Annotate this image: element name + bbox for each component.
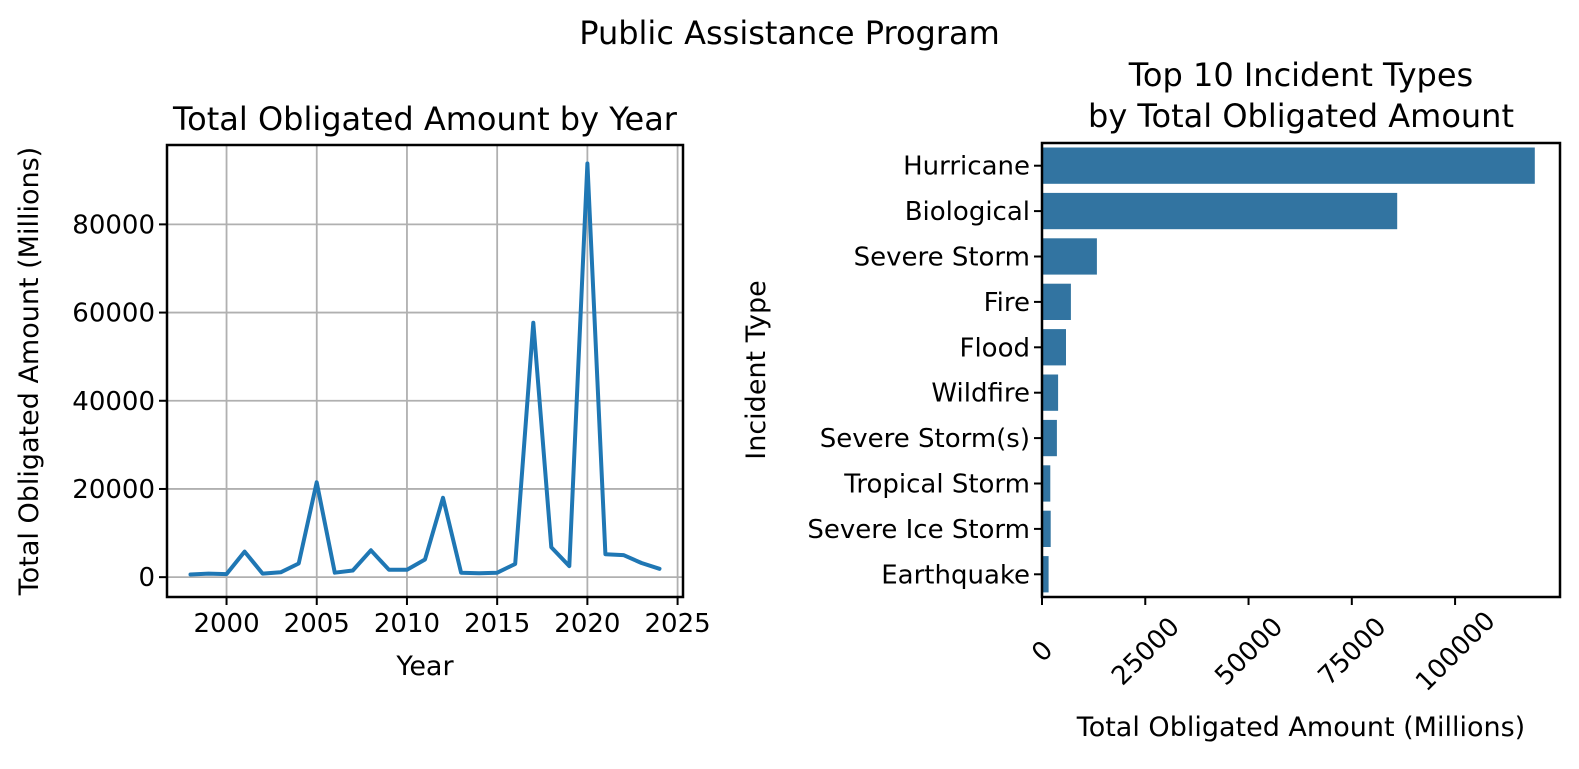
bar-severe-storm [1042, 238, 1097, 275]
obligated-amount-trend-line [188, 161, 662, 577]
x-axis-label: Year [395, 651, 454, 682]
y-axis-label: Total Obligated Amount (Millions) [14, 147, 45, 596]
x-tick-label: 2025 [645, 609, 711, 639]
category-label: Earthquake [881, 560, 1030, 590]
bar-chart-title-line1: Top 10 Incident Types [1128, 56, 1473, 94]
category-label: Fire [984, 288, 1030, 318]
x-tick-label: 2000 [193, 609, 259, 639]
x-tick-label: 2020 [554, 609, 620, 639]
category-label: Tropical Storm [843, 470, 1030, 500]
x-tick-label: 25000 [1106, 612, 1186, 692]
bar-flood [1042, 329, 1066, 366]
bar-wildfire [1042, 374, 1059, 411]
bar-severe-storm-s- [1042, 419, 1057, 457]
bar-fire [1042, 283, 1071, 320]
figure-suptitle: Public Assistance Program [579, 14, 1000, 52]
bar-chart-top-incident-types: Hurricane Biological Severe Storm Fire Flood… [741, 56, 1562, 743]
x-tick-label: 100000 [1410, 606, 1501, 697]
y-axis-label: Incident Type [741, 280, 772, 459]
bar-biological [1042, 192, 1398, 230]
bar-tropical-storm [1042, 465, 1051, 502]
x-tick-label: 75000 [1313, 612, 1393, 692]
category-label: Severe Storm [854, 243, 1030, 273]
y-tick-label: 80000 [72, 210, 155, 240]
category-label: Hurricane [903, 152, 1030, 182]
bar-earthquake [1042, 556, 1049, 593]
y-tick-label: 20000 [72, 475, 155, 505]
category-label: Flood [960, 333, 1031, 363]
x-tick-label: 50000 [1209, 612, 1289, 692]
line-chart-total-obligated-by-year: 2000 2005 2010 2015 2020 2025 0 20000 40000 60000… [14, 100, 711, 682]
bar-chart-title-line2: by Total Obligated Amount [1088, 97, 1514, 135]
y-tick-label: 40000 [72, 387, 155, 417]
x-tick-label: 0 [1026, 635, 1059, 668]
x-tick-label: 2015 [464, 609, 530, 639]
axes-frame [165, 143, 685, 599]
bar-severe-ice-storm [1042, 510, 1051, 547]
y-tick-label: 60000 [72, 299, 155, 329]
category-label: Severe Storm(s) [820, 424, 1030, 454]
x-tick-label: 2010 [374, 609, 440, 639]
bar-hurricane [1042, 147, 1535, 184]
y-tick-label: 0 [138, 563, 155, 593]
line-chart-title: Total Obligated Amount by Year [172, 100, 678, 138]
category-label: Biological [905, 197, 1030, 227]
category-label: Wildfire [931, 379, 1030, 409]
axes-frame [1040, 141, 1562, 599]
x-tick-label: 2005 [284, 609, 350, 639]
category-label: Severe Ice Storm [807, 515, 1030, 545]
x-axis-label: Total Obligated Amount (Millions) [1076, 712, 1525, 743]
